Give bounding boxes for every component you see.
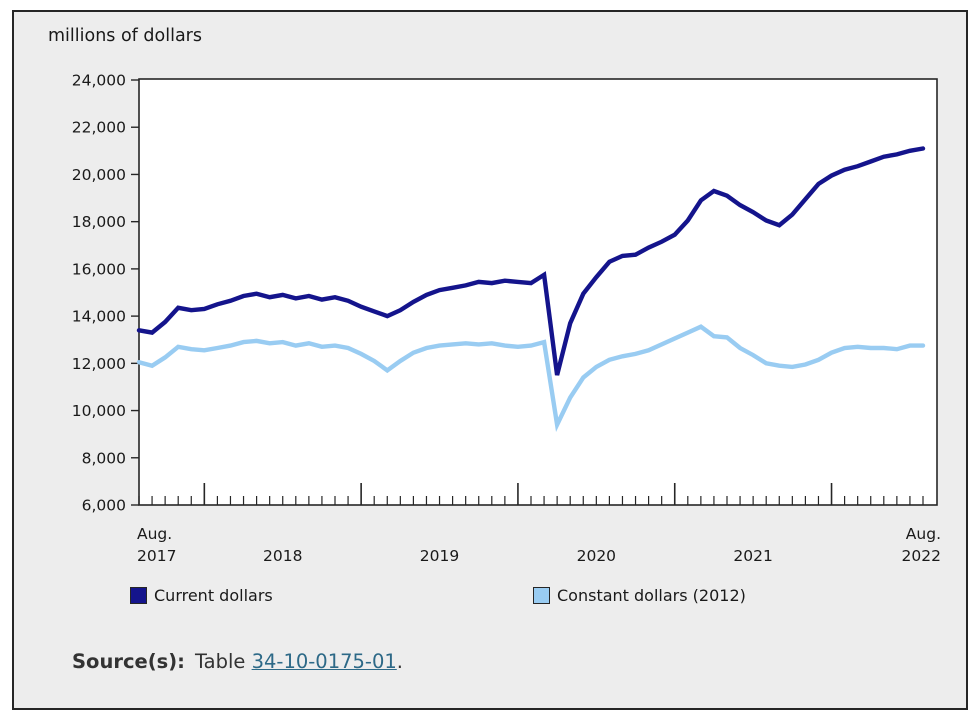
legend-item-current-dollars[interactable]: Current dollars [130,586,273,605]
legend-item-constant-dollars[interactable]: Constant dollars (2012) [533,586,746,605]
source-line: Source(s): Table 34-10-0175-01. [72,650,403,673]
legend-label-current-dollars: Current dollars [154,586,273,605]
source-link[interactable]: 34-10-0175-01 [251,650,397,673]
legend-swatch-current-dollars [130,587,147,604]
source-label: Source(s): [72,650,185,673]
legend-label-constant-dollars: Constant dollars (2012) [557,586,746,605]
chart-title: millions of dollars [48,26,202,46]
legend-swatch-constant-dollars [533,587,550,604]
source-prefix: Table [194,650,252,673]
legend: Current dollars Constant dollars (2012) [0,586,980,610]
source-suffix: . [396,650,403,673]
